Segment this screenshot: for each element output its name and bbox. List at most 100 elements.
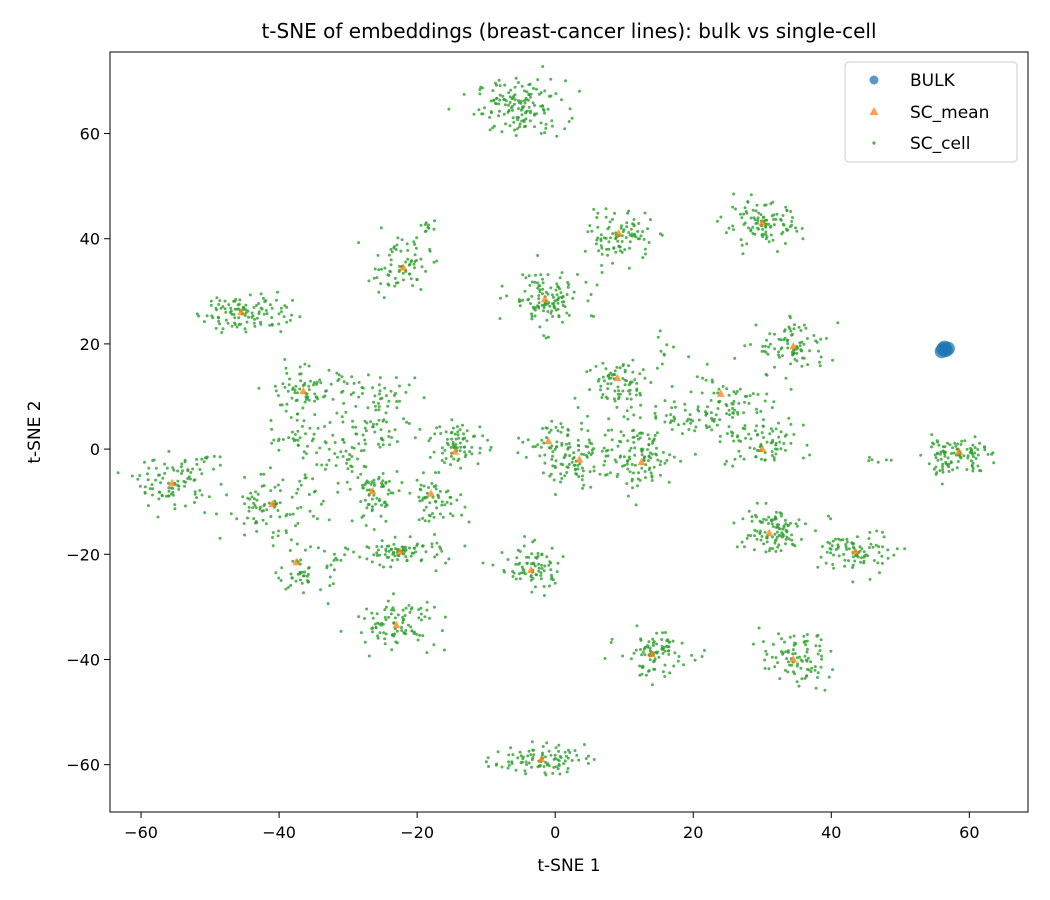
sc-cell-point [766, 352, 770, 356]
sc-cell-point [641, 256, 645, 260]
sc-cell-point [747, 432, 751, 436]
sc-cell-point [750, 519, 754, 523]
sc-cell-point [300, 424, 304, 428]
sc-cell-point [602, 379, 606, 383]
sc-cell-point [619, 430, 623, 434]
sc-cell-point [398, 399, 401, 403]
sc-cell-point [352, 550, 356, 554]
sc-cell-point [331, 582, 335, 586]
sc-cell-point [764, 233, 768, 237]
x-tick-label: 60 [959, 823, 979, 842]
sc-cell-point [440, 459, 444, 462]
sc-cell-point [783, 448, 787, 452]
sc-cell-point [538, 454, 542, 458]
sc-cell-point [507, 760, 511, 764]
sc-cell-point [555, 134, 559, 138]
sc-cell-point [558, 287, 562, 291]
sc-cell-point [396, 558, 399, 562]
sc-cell-point [538, 764, 542, 767]
sc-cell-point [816, 633, 820, 637]
sc-cell-point [147, 466, 151, 470]
sc-cell-point [781, 214, 785, 217]
sc-cell-point [542, 594, 546, 597]
sc-cell-point [254, 506, 258, 510]
sc-cell-point [787, 416, 791, 420]
sc-cell-point [643, 653, 647, 657]
sc-cell-point [529, 574, 533, 578]
sc-cell-point [550, 293, 554, 297]
sc-cell-point [842, 552, 846, 556]
sc-cell-point [943, 454, 947, 458]
sc-cell-point [214, 512, 218, 516]
sc-cell-point [612, 397, 616, 401]
sc-cell-point [655, 446, 658, 450]
sc-cell-point [359, 500, 363, 504]
sc-cell-point [774, 517, 778, 521]
sc-cell-point [582, 453, 586, 456]
sc-cell-point [960, 439, 964, 443]
sc-cell-point [351, 425, 355, 429]
sc-cell-point [683, 408, 687, 412]
sc-cell-point [867, 537, 871, 540]
sc-cell-point [773, 332, 776, 336]
sc-cell-point [530, 294, 534, 298]
sc-cell-point [626, 459, 629, 463]
sc-cell-point [219, 482, 223, 486]
sc-mean-point [168, 478, 177, 487]
sc-cell-point [252, 501, 256, 505]
sc-cell-point [799, 329, 803, 332]
sc-cell-point [500, 130, 504, 134]
sc-cell-point [765, 536, 769, 540]
sc-cell-point [816, 652, 820, 656]
sc-cell-point [607, 374, 610, 378]
sc-cell-point [731, 416, 734, 419]
sc-cell-point [500, 551, 504, 554]
sc-cell-point [407, 422, 411, 425]
sc-cell-point [765, 540, 769, 544]
sc-cell-point [650, 452, 654, 456]
sc-cell-point [537, 294, 541, 297]
sc-cell-point [523, 572, 527, 576]
sc-cell-point [242, 522, 246, 526]
sc-cell-point [777, 543, 781, 547]
sc-cell-point [516, 548, 520, 552]
sc-cell-point [367, 546, 371, 550]
sc-cell-point [607, 240, 611, 244]
sc-cell-point [500, 765, 504, 769]
sc-cell-point [526, 98, 530, 102]
sc-cell-point [939, 457, 943, 461]
sc-cell-point [381, 419, 385, 423]
sc-cell-point [972, 455, 976, 459]
sc-cell-point [732, 521, 736, 525]
sc-cell-point [395, 243, 399, 247]
sc-cell-point [582, 743, 586, 746]
sc-cell-point [395, 440, 399, 444]
sc-cell-point [503, 83, 507, 87]
sc-cell-point [464, 453, 468, 457]
sc-cell-point [661, 651, 665, 655]
sc-cell-point [795, 524, 799, 528]
sc-cell-point [556, 758, 560, 762]
sc-cell-point [524, 772, 528, 776]
sc-cell-point [212, 454, 216, 458]
sc-cell-point [650, 475, 654, 479]
sc-cell-point [273, 384, 277, 388]
sc-cell-point [665, 639, 669, 643]
sc-cell-point [580, 478, 584, 482]
sc-cell-point [789, 521, 792, 525]
sc-cell-point [425, 651, 429, 655]
sc-cell-point [785, 208, 789, 212]
sc-cell-point [819, 337, 823, 341]
sc-cell-point [350, 375, 354, 379]
sc-cell-point [554, 288, 558, 292]
sc-cell-point [502, 112, 506, 116]
sc-cell-point [496, 750, 500, 754]
sc-cell-point [614, 237, 618, 241]
sc-cell-point [484, 760, 488, 764]
sc-cell-point [393, 535, 397, 539]
sc-cell-point [290, 396, 294, 400]
sc-cell-point [749, 437, 753, 441]
sc-cell-point [510, 97, 514, 101]
sc-cell-point [959, 443, 963, 446]
sc-cell-point [836, 321, 840, 325]
